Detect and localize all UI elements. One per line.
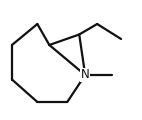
Text: N: N xyxy=(81,69,90,81)
